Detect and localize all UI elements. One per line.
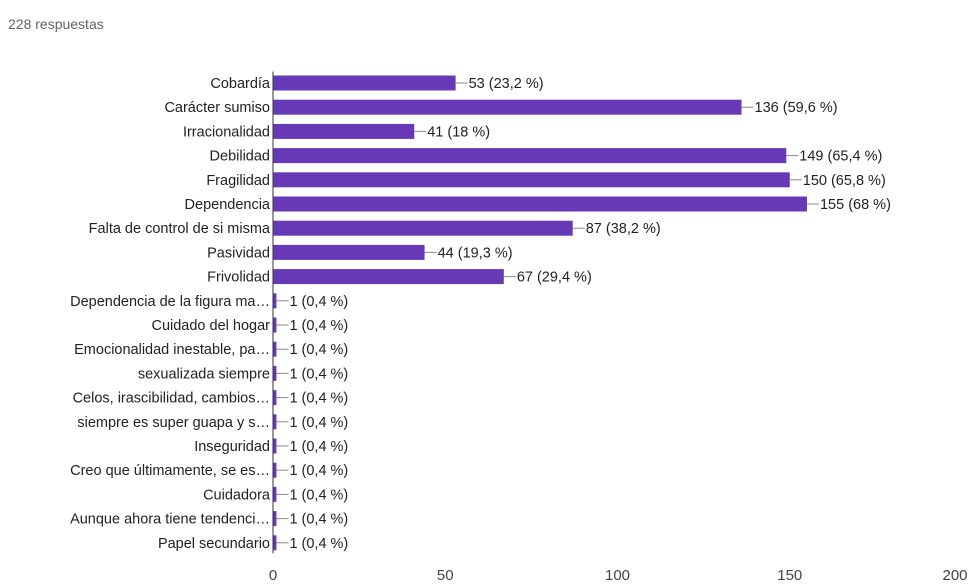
x-tick-label: 200	[942, 567, 967, 584]
data-label: 1 (0,4 %)	[289, 415, 348, 431]
x-tick-label: 0	[269, 567, 277, 584]
data-label: 1 (0,4 %)	[289, 366, 348, 382]
category-label: Cuidado del hogar	[151, 318, 270, 334]
data-label: 1 (0,4 %)	[289, 463, 348, 479]
data-label: 1 (0,4 %)	[289, 536, 348, 552]
data-label: 1 (0,4 %)	[289, 391, 348, 407]
bar	[273, 269, 504, 285]
bar	[273, 148, 787, 164]
bar	[273, 317, 277, 333]
category-label: Celos, irascibilidad, cambios…	[73, 391, 270, 407]
data-label: 1 (0,4 %)	[289, 318, 348, 334]
category-label: Debilidad	[210, 149, 270, 165]
data-label: 136 (59,6 %)	[755, 100, 838, 116]
category-label: Papel secundario	[158, 536, 270, 552]
data-label: 44 (19,3 %)	[438, 245, 513, 261]
data-label: 87 (38,2 %)	[586, 221, 661, 237]
data-label: 1 (0,4 %)	[289, 342, 348, 358]
bar	[273, 123, 415, 139]
data-label: 1 (0,4 %)	[289, 439, 348, 455]
response-count: 228 respuestas	[8, 16, 104, 32]
data-label: 149 (65,4 %)	[799, 149, 882, 165]
category-label: Inseguridad	[194, 439, 270, 455]
category-label: Dependencia de la figura ma…	[70, 294, 270, 310]
bars-layer	[273, 75, 807, 551]
bar	[273, 244, 425, 260]
category-label: Pasividad	[207, 245, 270, 261]
category-label: Frivolidad	[207, 270, 270, 286]
data-label: 1 (0,4 %)	[289, 487, 348, 503]
category-label: Cobardía	[210, 76, 271, 92]
bar	[273, 438, 277, 454]
bar	[273, 75, 456, 91]
labels-layer: Cobardía 53 (23,2 %) Carácter sumiso 136 (5…	[70, 76, 891, 552]
data-label: 1 (0,4 %)	[289, 294, 348, 310]
x-tick-label: 50	[437, 567, 454, 584]
axis-layer: 0 50 100 150 200	[269, 71, 968, 584]
data-label: 53 (23,2 %)	[469, 76, 544, 92]
data-label: 67 (29,4 %)	[517, 270, 592, 286]
bar	[273, 414, 277, 430]
category-label: sexualizada siempre	[138, 366, 270, 382]
category-label: Emocionalidad inestable, pa…	[74, 342, 270, 358]
bar	[273, 172, 790, 188]
bar	[273, 535, 277, 551]
category-label: Carácter sumiso	[164, 100, 270, 116]
bar	[273, 99, 742, 115]
x-tick-label: 100	[605, 567, 630, 584]
bar	[273, 293, 277, 309]
category-label: Falta de control de si misma	[89, 221, 271, 237]
data-label: 41 (18 %)	[427, 124, 490, 140]
category-label: Dependencia	[185, 197, 271, 213]
category-label: Aunque ahora tiene tendenci…	[70, 512, 270, 528]
data-label: 150 (65,8 %)	[803, 173, 886, 189]
data-label: 155 (68 %)	[820, 197, 891, 213]
x-tick-label: 150	[777, 567, 802, 584]
bar	[273, 341, 277, 357]
bar	[273, 511, 277, 527]
bar	[273, 365, 277, 381]
category-label: Irracionalidad	[183, 124, 270, 140]
category-label: Cuidadora	[203, 487, 271, 503]
category-label: siempre es super guapa y s…	[77, 415, 270, 431]
bar	[273, 220, 573, 236]
data-label: 1 (0,4 %)	[289, 512, 348, 528]
bar	[273, 390, 277, 406]
bar	[273, 196, 807, 212]
category-label: Fragilidad	[206, 173, 270, 189]
bar	[273, 486, 277, 502]
category-label: Creo que últimamente, se es…	[70, 463, 270, 479]
bar	[273, 462, 277, 478]
